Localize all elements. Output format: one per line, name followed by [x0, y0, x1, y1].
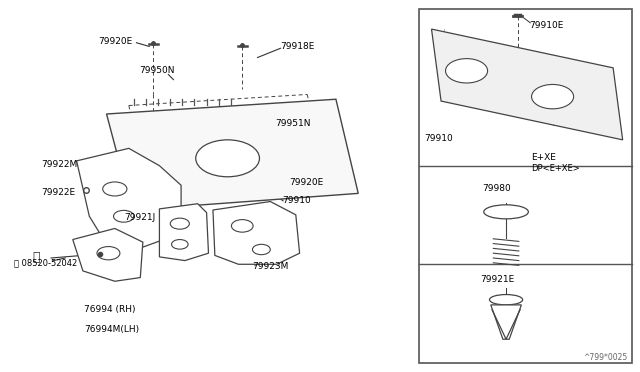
- Ellipse shape: [490, 295, 523, 305]
- Text: DP<E+XE>: DP<E+XE>: [531, 164, 580, 173]
- Bar: [419, 9, 632, 363]
- Text: 79922M: 79922M: [41, 160, 77, 169]
- Polygon shape: [159, 204, 209, 260]
- Polygon shape: [431, 29, 623, 140]
- Circle shape: [232, 219, 253, 232]
- Text: 79920E: 79920E: [99, 37, 132, 46]
- Text: 76994M(LH): 76994M(LH): [84, 326, 140, 334]
- Text: 79921E: 79921E: [481, 275, 515, 283]
- Text: Ⓢ 08520-52042: Ⓢ 08520-52042: [14, 258, 77, 267]
- Polygon shape: [491, 305, 522, 339]
- Text: 79951N: 79951N: [275, 119, 311, 128]
- Circle shape: [196, 140, 259, 177]
- Text: 79920E: 79920E: [289, 178, 324, 187]
- Polygon shape: [106, 99, 358, 210]
- Polygon shape: [77, 148, 181, 248]
- Circle shape: [97, 247, 120, 260]
- Text: 79910: 79910: [424, 134, 452, 143]
- Circle shape: [170, 218, 189, 229]
- Text: Ⓢ: Ⓢ: [33, 251, 40, 264]
- Text: 79950N: 79950N: [139, 66, 175, 75]
- Circle shape: [532, 84, 573, 109]
- Circle shape: [113, 211, 134, 222]
- Text: 76994 (RH): 76994 (RH): [84, 305, 136, 314]
- Text: ^799*0025: ^799*0025: [584, 353, 628, 362]
- Text: 79980: 79980: [482, 184, 511, 193]
- Polygon shape: [73, 228, 143, 281]
- Polygon shape: [213, 202, 300, 264]
- Ellipse shape: [484, 205, 529, 219]
- Text: 79910: 79910: [282, 196, 310, 205]
- Text: 79922E: 79922E: [41, 188, 75, 197]
- Circle shape: [102, 182, 127, 196]
- Circle shape: [172, 240, 188, 249]
- Text: 79910E: 79910E: [529, 21, 563, 30]
- Circle shape: [445, 59, 488, 83]
- Text: 79921J: 79921J: [124, 213, 155, 222]
- Text: 79923M: 79923M: [252, 262, 288, 270]
- Text: E+XE: E+XE: [531, 153, 556, 162]
- Text: 79918E: 79918E: [280, 42, 315, 51]
- Circle shape: [252, 244, 270, 255]
